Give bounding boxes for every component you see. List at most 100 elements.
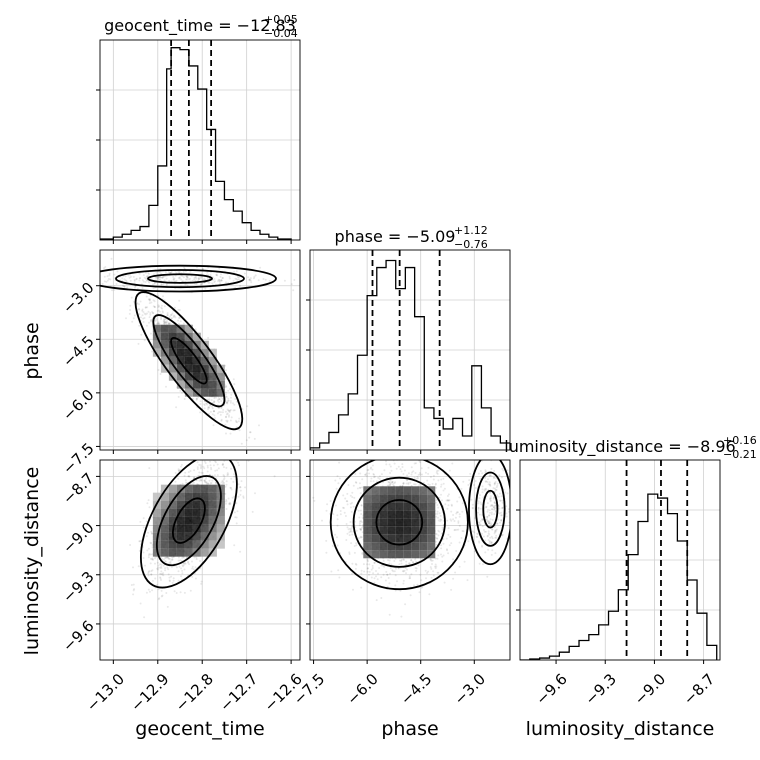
sample-point — [393, 560, 396, 562]
sample-point — [449, 535, 452, 538]
sample-point — [457, 520, 460, 523]
sample-point — [228, 275, 231, 278]
sample-point — [142, 321, 145, 323]
density-cell — [168, 324, 177, 333]
sample-point — [161, 594, 164, 597]
sample-point — [123, 285, 126, 288]
density-cell — [216, 508, 225, 517]
sample-point — [364, 473, 367, 476]
sample-point — [195, 282, 198, 285]
sample-point — [210, 482, 213, 484]
sample-point — [150, 570, 153, 573]
sample-point — [358, 486, 361, 489]
sample-point — [211, 405, 213, 408]
contour-level-2 — [152, 314, 226, 408]
density-cell — [208, 492, 217, 501]
sample-point — [172, 276, 175, 278]
density-cell — [192, 372, 201, 381]
sample-point — [214, 460, 217, 463]
sample-point — [395, 567, 397, 570]
sample-point — [157, 322, 160, 325]
sample-point — [158, 322, 161, 325]
sample-point — [450, 504, 453, 507]
sample-point — [420, 586, 423, 589]
sample-point — [325, 551, 328, 554]
sample-point — [355, 563, 358, 566]
sample-point — [359, 536, 362, 539]
sample-point — [163, 322, 166, 325]
sample-point — [153, 306, 156, 308]
sample-point — [145, 520, 148, 523]
sample-point — [356, 442, 358, 444]
sample-point — [345, 539, 348, 541]
sample-point — [150, 530, 153, 533]
sample-point — [201, 457, 203, 459]
sample-point — [163, 321, 165, 324]
density-cell — [160, 364, 169, 373]
density-cell — [184, 484, 193, 493]
sample-point — [157, 566, 160, 569]
sample-point — [469, 472, 472, 475]
sample-point — [454, 571, 457, 574]
sample-point — [140, 316, 142, 319]
contour-level-3 — [100, 264, 277, 293]
sample-point — [163, 321, 166, 324]
sample-point — [158, 305, 161, 308]
density-cell — [192, 524, 201, 533]
sample-point — [447, 527, 450, 530]
sample-point — [196, 466, 199, 469]
sample-point — [446, 519, 449, 522]
sample-point — [159, 276, 162, 279]
sample-point — [158, 597, 161, 600]
sample-point — [149, 313, 152, 316]
sample-point — [434, 567, 437, 570]
sample-point — [81, 268, 83, 270]
sample-point — [386, 585, 389, 588]
sample-point — [139, 277, 142, 280]
sample-point — [147, 571, 150, 573]
sample-point — [392, 570, 395, 573]
density-cell — [168, 540, 177, 549]
sample-point — [124, 275, 127, 278]
sample-point — [187, 471, 190, 474]
sample-point — [174, 472, 177, 474]
sample-point — [400, 615, 403, 618]
sample-point — [205, 481, 208, 484]
sample-point — [224, 395, 227, 398]
sample-point — [177, 556, 180, 559]
sample-point — [162, 320, 165, 322]
sample-point — [208, 406, 211, 409]
sample-point — [159, 566, 162, 569]
sample-point — [435, 533, 438, 536]
sample-point — [203, 403, 206, 406]
sample-point — [359, 528, 362, 531]
panel-frame — [99, 249, 301, 451]
sample-point — [372, 480, 375, 483]
sample-point — [405, 560, 408, 563]
sample-point — [342, 506, 344, 509]
sample-point — [457, 528, 460, 531]
sample-point — [416, 583, 419, 586]
sample-point — [170, 317, 173, 320]
sample-point — [402, 482, 405, 485]
sample-point — [225, 432, 227, 435]
sample-point — [227, 397, 230, 400]
sample-point — [166, 556, 169, 559]
sample-point — [220, 432, 222, 434]
sample-point — [175, 592, 178, 594]
sample-point — [170, 575, 173, 578]
sample-point — [153, 282, 156, 285]
density-cell — [192, 532, 201, 541]
sample-point — [147, 298, 150, 301]
density-cell — [168, 340, 177, 349]
sample-point — [157, 306, 160, 308]
sample-point — [200, 465, 203, 468]
sample-point — [200, 580, 203, 583]
sample-point — [166, 605, 169, 608]
sample-point — [429, 476, 432, 478]
sample-point — [175, 406, 178, 409]
sample-point — [153, 273, 156, 276]
sample-point — [181, 280, 184, 283]
sample-point — [220, 400, 223, 402]
contour-level-2 — [155, 475, 222, 567]
